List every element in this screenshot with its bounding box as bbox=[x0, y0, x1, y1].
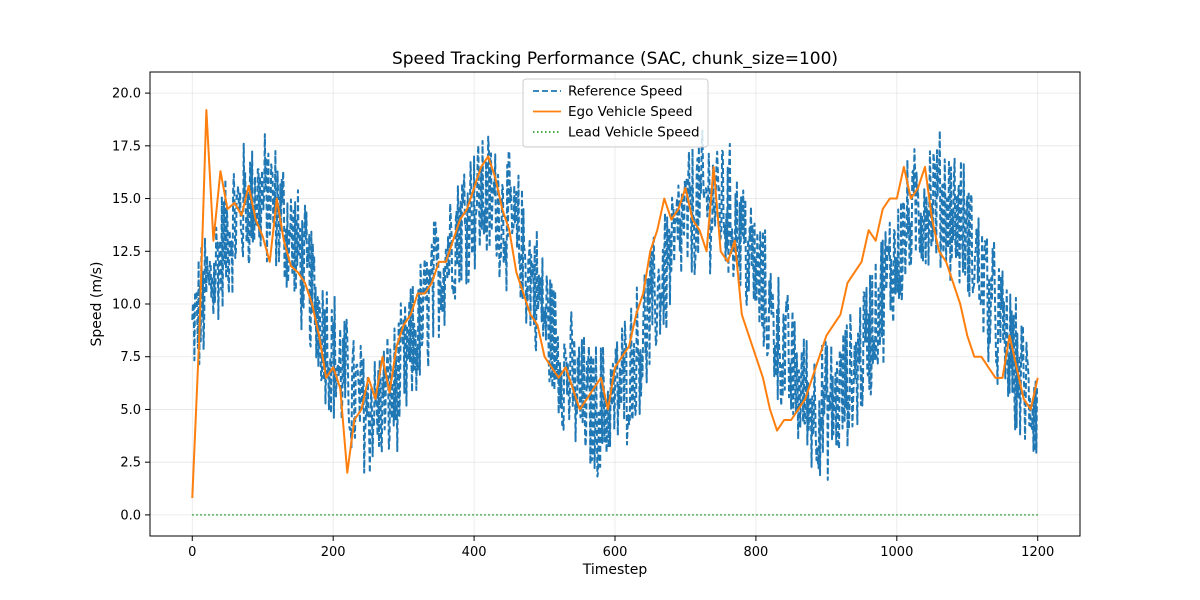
plot-series bbox=[191, 108, 1039, 516]
y-tick-label: 7.5 bbox=[120, 350, 141, 365]
legend-label-ego-vehicle-speed: Ego Vehicle Speed bbox=[568, 104, 693, 120]
legend-label-lead-vehicle-speed: Lead Vehicle Speed bbox=[568, 125, 700, 141]
x-tick-label: 800 bbox=[743, 545, 768, 560]
x-tick-label: 600 bbox=[603, 545, 628, 560]
x-tick-label: 1000 bbox=[880, 545, 913, 560]
legend-box bbox=[522, 78, 709, 148]
y-tick-label: 15.0 bbox=[112, 192, 141, 207]
y-tick-label: 12.5 bbox=[112, 245, 141, 260]
y-tick-label: 0.0 bbox=[120, 508, 141, 523]
x-tick-label: 400 bbox=[462, 545, 487, 560]
x-axis-label: Timestep bbox=[582, 562, 648, 578]
ego-vehicle-speed-line bbox=[191, 108, 1039, 499]
chart-title: Speed Tracking Performance (SAC, chunk_s… bbox=[392, 49, 838, 69]
legend-label-reference-speed: Reference Speed bbox=[568, 84, 683, 100]
reference-speed-line bbox=[191, 129, 1039, 481]
x-tick-label: 1200 bbox=[1021, 545, 1054, 560]
x-tick-label: 200 bbox=[321, 545, 346, 560]
y-tick-label: 5.0 bbox=[120, 403, 141, 418]
y-tick-label: 20.0 bbox=[112, 87, 141, 102]
x-tick-label: 0 bbox=[188, 545, 196, 560]
y-tick-label: 2.5 bbox=[120, 456, 141, 471]
y-axis-label: Speed (m/s) bbox=[89, 262, 105, 347]
y-tick-label: 17.5 bbox=[112, 139, 141, 154]
y-tick-label: 10.0 bbox=[112, 298, 141, 313]
axis-ticks: 0 200 400 600 800 1000 1200 0.0 2.5 5.0 7.5 10.0 12.… bbox=[112, 87, 1054, 560]
legend: Reference Speed Ego Vehicle Speed Lead Veh… bbox=[522, 78, 709, 148]
